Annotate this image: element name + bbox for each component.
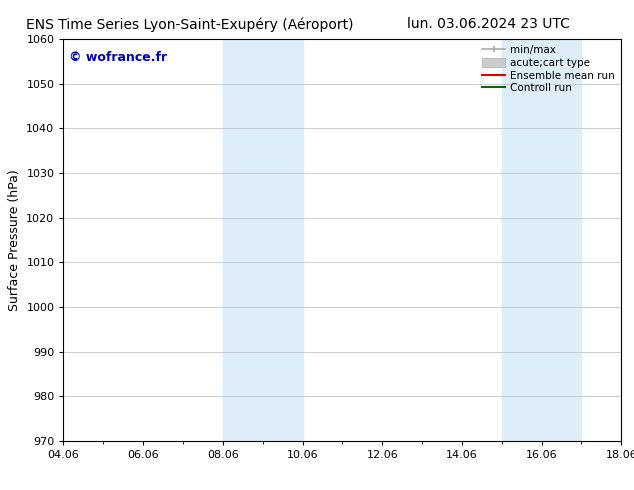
- Bar: [223, 39, 302, 441]
- Text: ENS Time Series Lyon-Saint-Exupéry (Aéroport): ENS Time Series Lyon-Saint-Exupéry (Aéro…: [27, 17, 354, 32]
- Bar: [501, 39, 581, 441]
- Text: lun. 03.06.2024 23 UTC: lun. 03.06.2024 23 UTC: [407, 17, 569, 31]
- Legend: min/max, acute;cart type, Ensemble mean run, Controll run: min/max, acute;cart type, Ensemble mean …: [479, 42, 618, 97]
- Text: © wofrance.fr: © wofrance.fr: [69, 51, 167, 64]
- Y-axis label: Surface Pressure (hPa): Surface Pressure (hPa): [8, 169, 21, 311]
